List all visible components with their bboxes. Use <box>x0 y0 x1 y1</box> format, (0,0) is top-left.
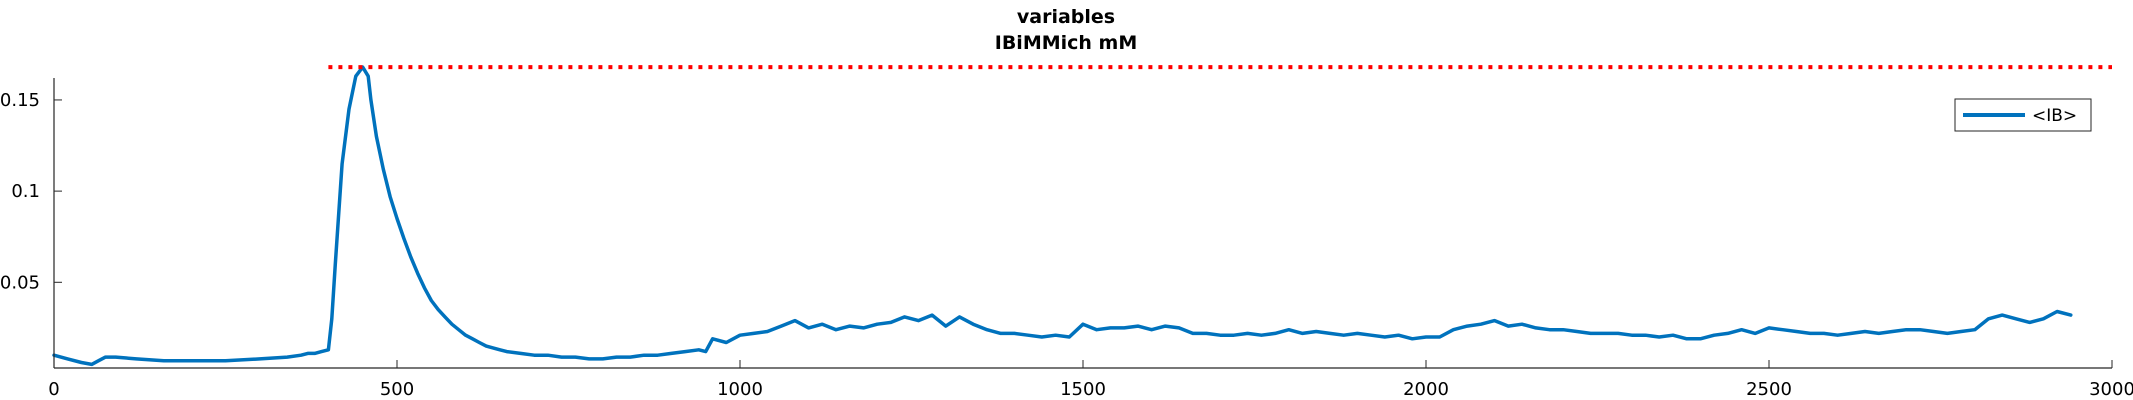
legend-label-ib: <IB> <box>2032 106 2077 126</box>
y-tick-label: 0.15 <box>0 90 40 111</box>
x-tick-label: 1000 <box>717 379 763 400</box>
plot-area <box>52 65 2112 367</box>
legend[interactable]: <IB> <box>1954 98 2092 132</box>
y-tick-label: 0.1 <box>11 181 40 202</box>
x-tick-label: 500 <box>380 379 414 400</box>
chart-title: variables <box>1017 6 1115 28</box>
chart-subtitle: IBiMMich mM <box>995 32 1138 54</box>
x-tick-label: 0 <box>48 379 59 400</box>
x-axis-ticks: 0 500 1000 1500 2000 2500 3000 <box>48 360 2133 400</box>
x-tick-label: 3000 <box>2089 379 2133 400</box>
x-tick-label: 1500 <box>1060 379 1106 400</box>
x-tick-label: 2500 <box>1746 379 1792 400</box>
y-tick-label: 0.05 <box>0 272 40 293</box>
y-axis-ticks: 0.05 0.1 0.15 <box>0 90 62 293</box>
series-line-ib <box>52 65 2073 367</box>
x-tick-label: 2000 <box>1403 379 1449 400</box>
